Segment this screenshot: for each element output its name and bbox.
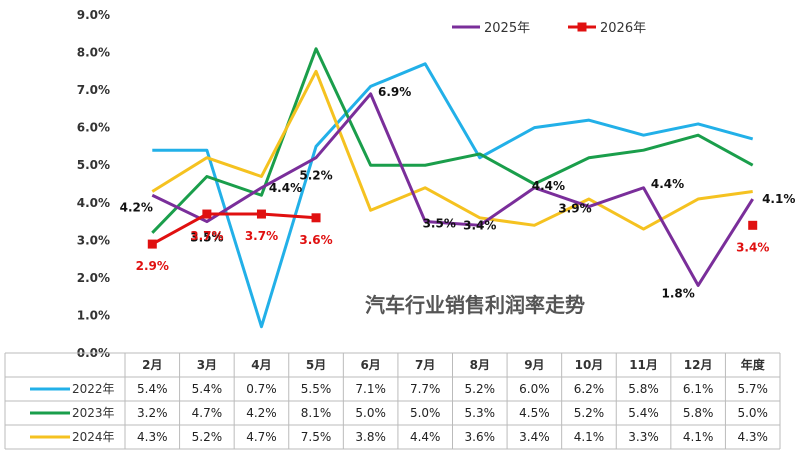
- table-cell: 5.0%: [737, 406, 768, 420]
- series-marker: [202, 209, 212, 219]
- data-label: 4.4%: [532, 179, 565, 193]
- series-marker: [256, 209, 266, 219]
- table-series-label: 2022年: [72, 382, 115, 396]
- data-label: 3.5%: [423, 217, 456, 231]
- table-cell: 5.0%: [355, 406, 386, 420]
- category-label: 12月: [684, 358, 713, 372]
- chart-title: 汽车行业销售利润率走势: [365, 293, 585, 317]
- table-cell: 8.1%: [301, 406, 332, 420]
- series-line: [151, 92, 754, 287]
- table-cell: 3.6%: [465, 430, 496, 444]
- series-marker: [147, 239, 157, 249]
- table-cell: 3.2%: [137, 406, 168, 420]
- table-cell: 3.8%: [355, 430, 386, 444]
- category-label: 11月: [629, 358, 658, 372]
- table-cell: 5.4%: [192, 382, 223, 396]
- series-line: [151, 69, 753, 231]
- table-cell: 4.1%: [683, 430, 714, 444]
- data-label: 3.4%: [736, 240, 769, 254]
- y-tick-label: 9.0%: [77, 8, 110, 22]
- y-tick-label: 7.0%: [77, 83, 110, 97]
- table-series-label: 2023年: [72, 406, 115, 420]
- table-cell: 4.5%: [519, 406, 550, 420]
- data-label: 4.4%: [269, 181, 302, 195]
- y-tick-label: 4.0%: [77, 196, 110, 210]
- table-cell: 5.5%: [301, 382, 332, 396]
- table-cell: 5.3%: [465, 406, 496, 420]
- table-cell: 3.4%: [519, 430, 550, 444]
- y-tick-label: 2.0%: [77, 271, 110, 285]
- series-marker: [748, 220, 758, 230]
- category-label: 6月: [360, 358, 380, 372]
- category-label: 年度: [741, 357, 766, 372]
- y-tick-label: 8.0%: [77, 46, 110, 60]
- data-label: 6.9%: [378, 85, 411, 99]
- table-cell: 7.7%: [410, 382, 441, 396]
- table-cell: 0.7%: [246, 382, 277, 396]
- table-cell: 5.2%: [465, 382, 496, 396]
- table-series-label: 2024年: [72, 430, 115, 444]
- category-label: 10月: [575, 358, 604, 372]
- category-label: 4月: [251, 358, 271, 372]
- y-tick-label: 5.0%: [77, 158, 110, 172]
- table-cell: 5.7%: [737, 382, 768, 396]
- series-line: [151, 212, 317, 246]
- table-cell: 4.1%: [574, 430, 605, 444]
- data-label: 4.2%: [120, 200, 153, 214]
- table-cell: 5.2%: [574, 406, 605, 420]
- table-cell: 6.1%: [683, 382, 714, 396]
- table-cell: 5.2%: [192, 430, 223, 444]
- table-cell: 4.2%: [246, 406, 277, 420]
- data-label: 3.6%: [299, 233, 332, 247]
- category-label: 8月: [470, 358, 490, 372]
- data-label: 3.5%: [190, 231, 223, 245]
- table-cell: 3.3%: [628, 430, 659, 444]
- series-line: [152, 62, 754, 329]
- category-label: 9月: [524, 358, 544, 372]
- category-label: 5月: [306, 358, 326, 372]
- table-cell: 6.0%: [519, 382, 550, 396]
- data-label: 3.4%: [463, 218, 496, 232]
- data-label: 2.9%: [136, 259, 169, 273]
- category-label: 7月: [415, 358, 435, 372]
- table-cell: 5.8%: [628, 382, 659, 396]
- data-label: 1.8%: [661, 286, 694, 300]
- table-cell: 4.3%: [737, 430, 768, 444]
- data-label: 5.2%: [299, 169, 332, 183]
- table-cell: 5.8%: [683, 406, 714, 420]
- category-label: 3月: [197, 358, 217, 372]
- table-cell: 4.7%: [192, 406, 223, 420]
- series-line: [151, 47, 754, 234]
- table-cell: 5.4%: [628, 406, 659, 420]
- table-cell: 5.4%: [137, 382, 168, 396]
- table-cell: 7.5%: [301, 430, 332, 444]
- data-label: 4.4%: [651, 177, 684, 191]
- data-label: 3.7%: [190, 229, 223, 243]
- data-label: 3.7%: [245, 229, 278, 243]
- y-tick-label: 3.0%: [77, 233, 110, 247]
- category-label: 2月: [142, 358, 162, 372]
- table-cell: 4.4%: [410, 430, 441, 444]
- legend-label: 2025年: [484, 21, 530, 36]
- y-tick-label: 6.0%: [77, 121, 110, 135]
- series-marker: [311, 213, 321, 223]
- table-cell: 4.3%: [137, 430, 168, 444]
- legend-label: 2026年: [600, 21, 646, 36]
- legend-marker: [577, 22, 587, 32]
- table-cell: 6.2%: [574, 382, 605, 396]
- data-label: 3.9%: [558, 202, 591, 216]
- table-cell: 5.0%: [410, 406, 441, 420]
- table-cell: 4.7%: [246, 430, 277, 444]
- y-tick-label: 1.0%: [77, 308, 110, 322]
- table-cell: 7.1%: [355, 382, 386, 396]
- data-label: 4.1%: [762, 192, 795, 206]
